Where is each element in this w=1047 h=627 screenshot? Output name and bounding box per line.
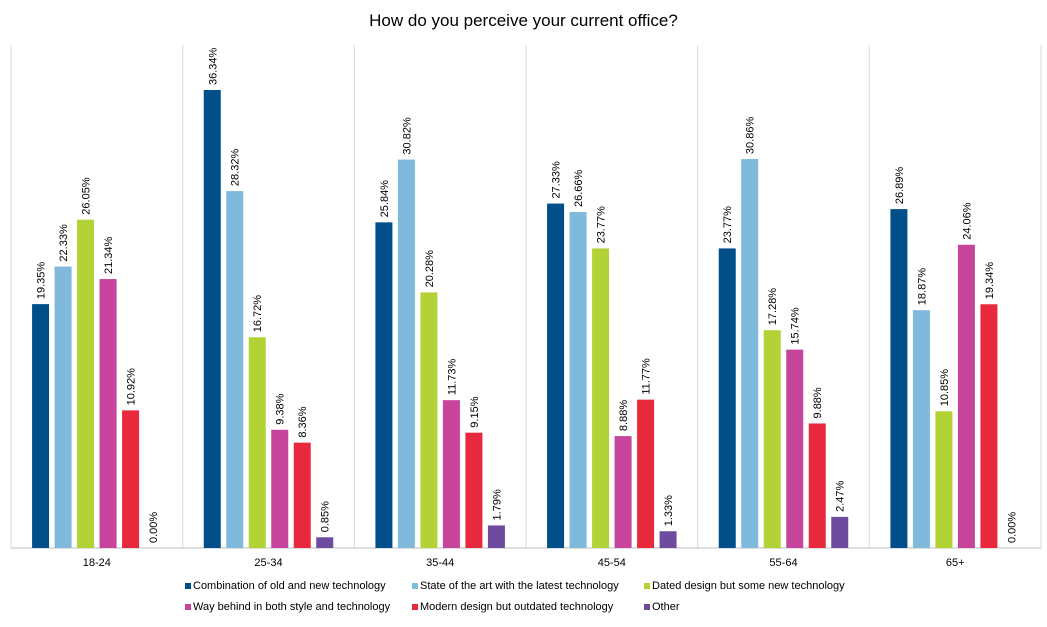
- bar: [741, 159, 759, 548]
- bar: [935, 411, 953, 548]
- data-label: 8.36%: [297, 406, 309, 437]
- bar: [122, 410, 140, 548]
- data-label: 24.06%: [961, 202, 973, 240]
- data-label: 20.28%: [424, 250, 436, 288]
- data-label: 21.34%: [103, 237, 115, 275]
- category-label: 25-34: [254, 557, 282, 569]
- bar: [420, 292, 438, 548]
- bar: [547, 203, 565, 549]
- category-label: 65+: [946, 557, 965, 569]
- bar: [957, 244, 975, 548]
- bar: [442, 400, 460, 548]
- data-label: 11.73%: [446, 358, 458, 395]
- bar: [375, 222, 393, 549]
- data-label: 28.32%: [230, 149, 242, 187]
- data-label: 2.47%: [835, 480, 847, 511]
- data-label: 17.28%: [767, 288, 779, 326]
- data-label: 26.66%: [573, 169, 585, 207]
- bar: [614, 436, 632, 548]
- data-label: 0.00%: [148, 512, 160, 543]
- bar: [808, 423, 826, 548]
- data-label: 19.34%: [984, 262, 996, 300]
- data-label: 27.33%: [551, 161, 563, 199]
- category-label: 18-24: [83, 557, 111, 569]
- data-label: 11.77%: [641, 358, 653, 395]
- data-label: 15.74%: [790, 307, 802, 345]
- bar: [592, 248, 610, 548]
- data-label: 9.15%: [469, 396, 481, 427]
- legend-item-label: Dated design but some new technology: [652, 580, 845, 592]
- bar: [637, 399, 655, 548]
- bar: [54, 266, 72, 548]
- bar: [890, 209, 908, 548]
- data-label: 36.34%: [207, 47, 219, 85]
- data-label: 23.77%: [722, 206, 734, 244]
- legend-swatch: [412, 583, 418, 589]
- data-label: 18.87%: [916, 268, 928, 306]
- legend-swatch: [412, 604, 418, 610]
- data-label: 9.38%: [275, 393, 287, 424]
- bar: [99, 279, 117, 548]
- bar: [763, 330, 781, 548]
- data-label: 25.84%: [379, 180, 391, 218]
- data-label: 1.33%: [663, 495, 675, 526]
- data-label: 9.88%: [812, 387, 824, 418]
- bar: [397, 159, 415, 548]
- data-label: 10.85%: [939, 369, 951, 407]
- legend-item-label: Other: [652, 601, 680, 613]
- legend-swatch: [644, 583, 650, 589]
- chart-title: How do you perceive your current office?: [369, 11, 678, 30]
- bar: [248, 337, 266, 548]
- data-label: 23.77%: [596, 206, 608, 244]
- bar: [912, 310, 930, 548]
- bar: [786, 349, 804, 548]
- bar: [32, 304, 50, 548]
- data-label: 1.79%: [491, 489, 503, 520]
- bar: [77, 219, 95, 549]
- bar: [465, 432, 483, 548]
- bar: [980, 304, 998, 548]
- data-label: 26.05%: [81, 177, 93, 215]
- legend-swatch: [644, 604, 650, 610]
- bar: [569, 211, 587, 548]
- bar: [271, 429, 289, 548]
- data-label: 8.88%: [618, 400, 630, 431]
- legend-item-label: Modern design but outdated technology: [420, 601, 614, 613]
- bar: [293, 442, 311, 548]
- bar: [718, 248, 736, 548]
- data-label: 16.72%: [252, 295, 264, 333]
- bar: [226, 191, 244, 548]
- data-label: 19.35%: [36, 262, 48, 300]
- legend-item-label: Way behind in both style and technology: [193, 601, 391, 613]
- bar: [659, 531, 677, 548]
- category-label: 45-54: [598, 557, 626, 569]
- category-label: 35-44: [426, 557, 454, 569]
- data-label: 26.89%: [894, 167, 906, 205]
- data-label: 0.85%: [320, 501, 332, 532]
- bar: [487, 525, 505, 548]
- legend-item-label: State of the art with the latest technol…: [420, 580, 619, 592]
- legend-item-label: Combination of old and new technology: [193, 580, 386, 592]
- legend-swatch: [185, 604, 191, 610]
- bar: [831, 516, 849, 548]
- data-label: 22.33%: [58, 224, 70, 262]
- data-label: 10.92%: [126, 368, 138, 406]
- data-label: 30.82%: [401, 117, 413, 155]
- bar: [316, 537, 334, 548]
- legend: Combination of old and new technology Sta…: [185, 580, 845, 613]
- legend-swatch: [185, 583, 191, 589]
- category-label: 55-64: [769, 557, 797, 569]
- data-label: 0.00%: [1006, 512, 1018, 543]
- data-label: 30.86%: [745, 117, 757, 155]
- bar: [203, 90, 221, 548]
- plot-area: 19.35% 22.33% 26.05% 21.34% 10.92% 0.00% 18-24…: [10, 45, 1042, 569]
